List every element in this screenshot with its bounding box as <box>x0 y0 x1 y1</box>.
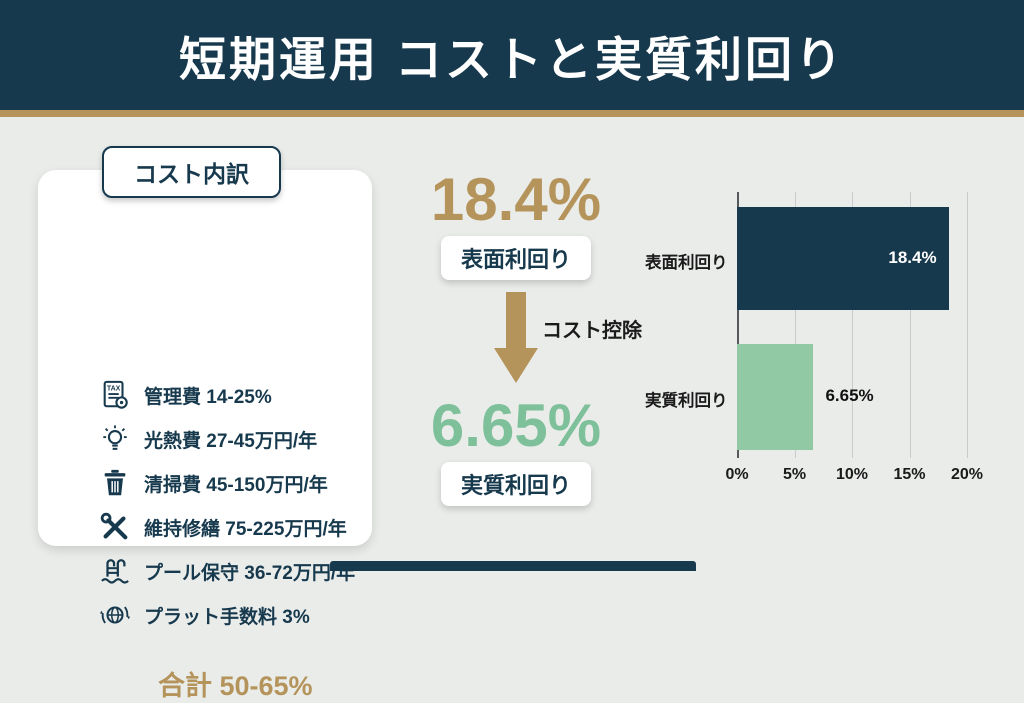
gross-yield-value: 18.4% <box>430 166 602 233</box>
page-title: 短期運用 コストと実質利回り <box>178 32 846 86</box>
bar-gross-yield <box>737 207 949 310</box>
chart-plot-area: 0% 5% 10% 15% 20% 18.4% 6.65% <box>725 192 983 483</box>
cost-item-label: プラット手数料 3% <box>144 606 310 628</box>
cost-total: 合計 50-65% <box>158 671 313 701</box>
globe-icon <box>100 600 130 630</box>
x-tick-label: 15% <box>893 466 926 483</box>
cost-item-label: 維持修繕 75-225万円/年 <box>144 518 347 540</box>
x-tick-label: 20% <box>950 466 984 483</box>
cost-deduction-label: コスト控除 <box>542 320 642 342</box>
bar-category-label: 実質利回り <box>645 392 728 410</box>
net-yield-label: 実質利回り <box>440 462 591 506</box>
footer-bar <box>330 561 696 571</box>
list-item: プール保守 36-72万円/年 <box>100 556 355 586</box>
cost-item-label: 管理費 14-25% <box>144 386 272 408</box>
net-yield-value: 6.65% <box>430 392 602 459</box>
gridline <box>794 192 796 458</box>
trash-icon <box>100 468 130 498</box>
y-axis-line <box>737 192 739 458</box>
bar-net-yield <box>737 344 814 450</box>
tools-icon <box>100 512 130 542</box>
cost-panel: TAX 管理費 14-25% <box>38 170 372 701</box>
cost-item-label: 清掃費 45-150万円/年 <box>144 474 328 496</box>
x-tick-label: 0% <box>725 466 749 483</box>
down-arrow-icon <box>494 292 538 383</box>
cost-item-label: プール保守 36-72万円/年 <box>144 562 356 584</box>
list-item: プラット手数料 3% <box>100 600 355 630</box>
list-item: 清掃費 45-150万円/年 <box>100 468 355 498</box>
x-tick-label: 5% <box>782 466 807 483</box>
cost-panel-title: コスト内訳 <box>102 146 281 198</box>
list-item: 維持修繕 75-225万円/年 <box>100 512 355 542</box>
pool-ladder-icon <box>100 556 130 586</box>
gold-divider <box>0 110 1024 117</box>
list-item: TAX 管理費 14-25% <box>100 380 355 410</box>
gridline <box>909 192 911 458</box>
gridline <box>967 192 968 458</box>
x-tick-label: 10% <box>835 466 869 483</box>
tax-document-icon: TAX <box>100 380 130 410</box>
lightbulb-icon <box>100 424 130 454</box>
gridline <box>852 192 853 458</box>
svg-text:TAX: TAX <box>107 385 121 392</box>
gross-yield-label: 表面利回り <box>440 236 591 280</box>
cost-list: TAX 管理費 14-25% <box>100 380 355 630</box>
cost-deduction-step: コスト控除 <box>388 292 644 388</box>
list-item: 光熱費 27-45万円/年 <box>100 424 355 454</box>
yield-flow: 18.4% 表面利回り コスト控除 6.65% 実質利回り <box>388 168 644 506</box>
bar-chart: 0% 5% 10% 15% 20% 18.4% 6.65% 表面利回り実質利回り <box>645 192 1017 502</box>
header-banner: 短期運用 コストと実質利回り <box>0 0 1024 110</box>
bar-value-label: 18.4% <box>888 247 937 267</box>
bar-category-label: 表面利回り <box>645 253 728 272</box>
bar-value-label: 6.65% <box>825 386 874 405</box>
cost-item-label: 光熱費 27-45万円/年 <box>144 430 318 452</box>
